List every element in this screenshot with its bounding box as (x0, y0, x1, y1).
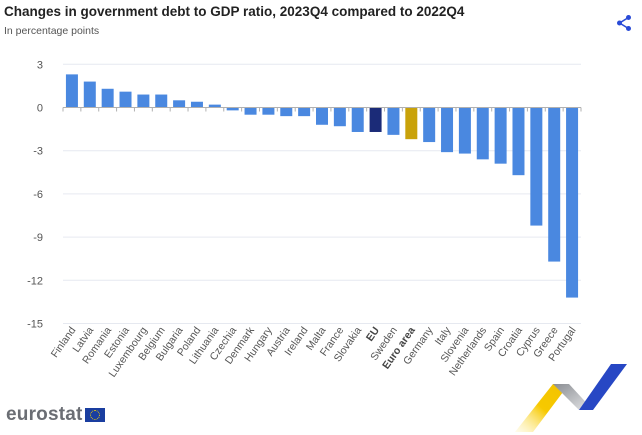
bar-portugal[interactable] (566, 107, 579, 298)
bar-latvia[interactable] (83, 81, 96, 108)
bar-estonia[interactable] (119, 91, 132, 108)
y-tick-label: -6 (33, 189, 43, 201)
decorative-ribbon-icon (515, 364, 627, 432)
eurostat-logo: eurostat (6, 404, 105, 426)
bar-belgium[interactable] (155, 94, 168, 108)
bar-slovenia[interactable] (458, 107, 471, 154)
bar-netherlands[interactable] (476, 107, 489, 160)
bars (65, 74, 579, 298)
bar-luxembourg[interactable] (137, 94, 150, 108)
chart-title: Changes in government debt to GDP ratio,… (4, 4, 465, 19)
chart-subtitle: In percentage points (4, 25, 100, 37)
bar-chart: 3 0 -3 -6 -9 -12 -15 FinlandLatviaRomaniaEston… (27, 59, 582, 380)
share-icon[interactable] (616, 14, 632, 32)
x-axis (62, 107, 582, 112)
bar-greece[interactable] (548, 107, 561, 262)
eu-flag-icon (84, 408, 105, 422)
bar-germany[interactable] (423, 107, 436, 143)
y-tick-label: -9 (33, 232, 43, 244)
y-tick-label: -3 (33, 146, 43, 158)
y-tick-label: -15 (27, 319, 43, 331)
bar-ireland[interactable] (298, 107, 311, 117)
bar-romania[interactable] (101, 88, 114, 108)
bar-italy[interactable] (441, 107, 454, 153)
bar-spain[interactable] (494, 107, 507, 164)
bar-malta[interactable] (316, 107, 328, 125)
x-axis-ticks: FinlandLatviaRomaniaEstoniaLuxembourgBel… (49, 324, 579, 379)
logo-text: eurostat (6, 404, 83, 425)
bar-euro-area[interactable] (405, 107, 418, 140)
bar-france[interactable] (333, 107, 346, 127)
bar-denmark[interactable] (244, 107, 257, 115)
bar-sweden[interactable] (387, 107, 400, 135)
bar-croatia[interactable] (512, 107, 525, 176)
grid-lines (63, 63, 581, 324)
bar-finland[interactable] (65, 74, 78, 108)
y-axis-ticks: 3 0 -3 -6 -9 -12 -15 (27, 59, 43, 330)
bar-cyprus[interactable] (530, 107, 543, 226)
bar-czechia[interactable] (226, 107, 239, 111)
bar-hungary[interactable] (262, 107, 275, 115)
bar-bulgaria[interactable] (173, 100, 186, 108)
bar-slovakia[interactable] (351, 107, 364, 132)
y-tick-label: -12 (27, 275, 43, 287)
bar-poland[interactable] (190, 101, 203, 108)
bar-lithuania[interactable] (208, 104, 221, 108)
bar-eu[interactable] (369, 107, 382, 132)
bar-austria[interactable] (280, 107, 293, 117)
y-tick-label: 3 (37, 59, 43, 71)
y-tick-label: 0 (37, 103, 43, 115)
